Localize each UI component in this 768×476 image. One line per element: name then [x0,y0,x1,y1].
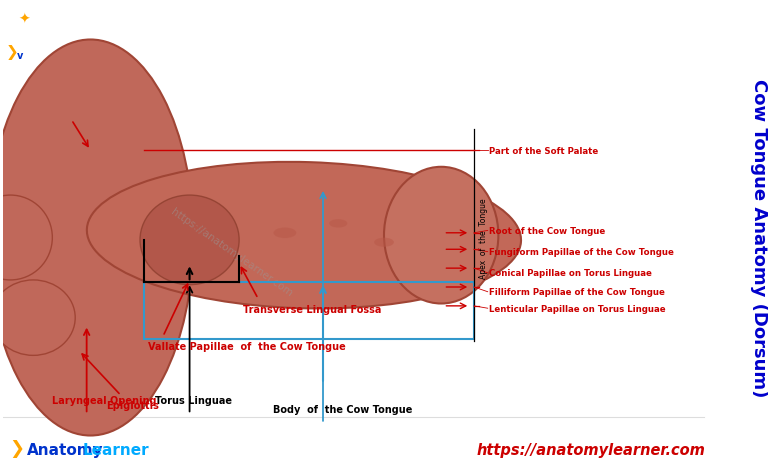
Text: Part of the Soft Palate: Part of the Soft Palate [489,147,598,156]
Text: ❯: ❯ [6,45,19,60]
Ellipse shape [374,238,394,248]
Ellipse shape [140,196,239,285]
Ellipse shape [384,168,498,304]
Text: Body  of  the Cow Tongue: Body of the Cow Tongue [273,405,413,415]
Text: https://anatomylearner.com: https://anatomylearner.com [169,206,294,298]
Text: Root of the Cow Tongue: Root of the Cow Tongue [489,227,605,236]
Text: Filliform Papillae of the Cow Tongue: Filliform Papillae of the Cow Tongue [489,288,665,297]
Ellipse shape [273,228,296,238]
Text: Fungiform Papillae of the Cow Tongue: Fungiform Papillae of the Cow Tongue [489,248,674,257]
Text: ✦: ✦ [18,12,30,26]
Ellipse shape [0,280,75,356]
Ellipse shape [0,40,194,436]
Ellipse shape [87,162,521,309]
Text: Conical Papillae on Torus Linguae: Conical Papillae on Torus Linguae [489,269,652,278]
Text: Anatomy: Anatomy [27,442,104,457]
Ellipse shape [329,219,347,228]
Text: Lenticular Papillae on Torus Linguae: Lenticular Papillae on Torus Linguae [489,304,666,313]
Text: ❯: ❯ [9,439,25,457]
Text: Transverse Lingual Fossa: Transverse Lingual Fossa [243,304,382,314]
Text: v: v [17,51,23,61]
Text: Learner: Learner [83,442,150,457]
Text: Torus Linguae: Torus Linguae [155,395,232,405]
Text: Laryngeal Opening: Laryngeal Opening [52,395,157,405]
Ellipse shape [102,228,147,266]
Text: Epiglottis: Epiglottis [106,400,158,410]
Text: Cow Tongue Anatomy (Dorsum): Cow Tongue Anatomy (Dorsum) [750,79,768,397]
Text: Apex  of  the  Tongue: Apex of the Tongue [478,198,488,278]
Bar [144,283,474,339]
Text: https://anatomylearner.com: https://anatomylearner.com [476,442,705,457]
Text: Vallate Papillae  of  the Cow Tongue: Vallate Papillae of the Cow Tongue [147,341,346,351]
Ellipse shape [0,196,52,280]
